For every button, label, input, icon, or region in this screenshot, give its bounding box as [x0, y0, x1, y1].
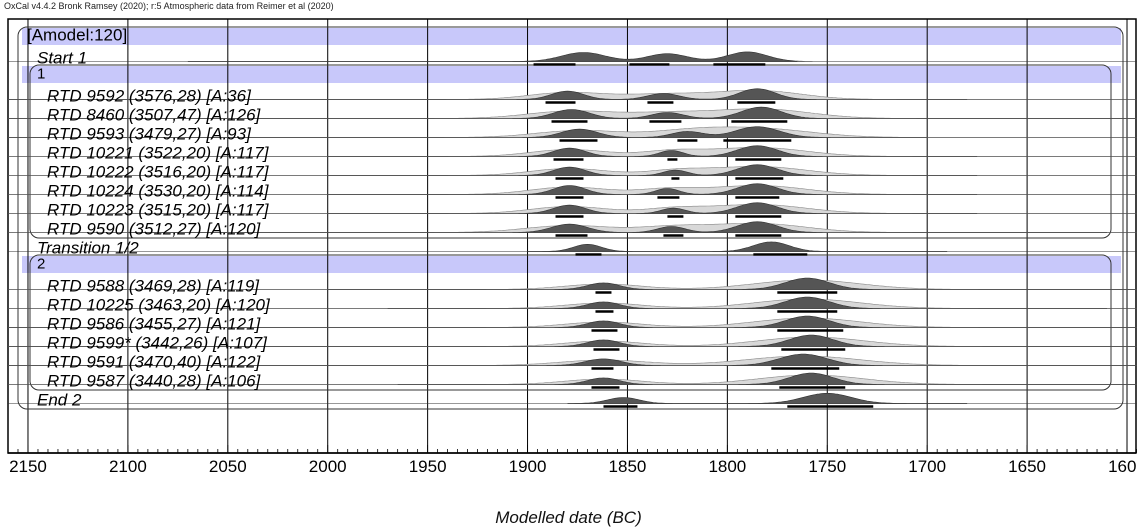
tick-label: 1600 — [1108, 457, 1137, 476]
posterior — [8, 164, 1137, 176]
posterior — [8, 296, 1137, 309]
posterior — [8, 315, 1137, 328]
tick-label: 1700 — [908, 457, 946, 476]
posterior — [8, 145, 1137, 157]
tick-label: 2050 — [209, 457, 247, 476]
tick-label: 2000 — [309, 457, 347, 476]
row-label: 2 — [37, 256, 45, 273]
row-label: 1 — [37, 66, 45, 83]
tick-label: 2150 — [9, 457, 47, 476]
posterior — [8, 51, 1137, 62]
row-label: End 2 — [37, 391, 82, 410]
posterior — [8, 277, 1137, 290]
row-label: RTD 10224 (3530,20) [A:114] — [47, 182, 270, 201]
posterior — [8, 334, 1137, 347]
x-axis: 2150 2100 2050 2000 1950 1900 1850 1800 1750 1700… — [7, 445, 1137, 476]
posterior — [8, 241, 1137, 252]
row-label: [Amodel:120] — [27, 26, 127, 45]
tick-label: 2100 — [109, 457, 147, 476]
posterior — [8, 88, 1137, 100]
model-box — [17, 26, 1124, 410]
tick-label: 1950 — [409, 457, 447, 476]
posterior — [8, 372, 1137, 385]
header-band — [22, 66, 1121, 83]
row-label: RTD 9592 (3576,28) [A:36] — [47, 87, 252, 106]
row-label: Transition 1/2 — [37, 239, 139, 258]
distributions — [8, 51, 1137, 408]
row-label: RTD 10221 (3522,20) [A:117] — [47, 144, 270, 163]
row-label: RTD 10222 (3516,20) [A:117] — [47, 163, 270, 182]
header-band — [22, 256, 1121, 273]
tick-label: 1900 — [509, 457, 547, 476]
credit-line: OxCal v4.4.2 Bronk Ramsey (2020); r:5 At… — [4, 1, 334, 11]
posterior — [8, 221, 1137, 233]
posterior — [8, 126, 1137, 138]
group-boxes — [7, 18, 1137, 454]
row-label: RTD 9587 (3440,28) [A:106] — [47, 372, 262, 391]
posterior — [8, 353, 1137, 366]
tick-label: 1850 — [609, 457, 647, 476]
header-band — [22, 28, 1121, 45]
posterior — [8, 202, 1137, 214]
row-label: RTD 10223 (3515,20) [A:117] — [47, 201, 270, 220]
row-label: Start 1 — [37, 49, 87, 68]
row-label: RTD 8460 (3507,47) [A:126] — [47, 106, 262, 125]
row-label: RTD 9590 (3512,27) [A:120] — [47, 220, 262, 239]
row-label: RTD 9599* (3442,26) [A:107] — [47, 334, 268, 353]
posterior — [8, 393, 1137, 404]
tick-label: 1650 — [1008, 457, 1046, 476]
row-label: RTD 10225 (3463,20) [A:120] — [47, 296, 271, 315]
row-label: RTD 9586 (3455,27) [A:121] — [47, 315, 262, 334]
x-axis-label: Modelled date (BC) — [495, 508, 642, 527]
row-label: RTD 9591 (3470,40) [A:122] — [47, 353, 262, 372]
posterior — [8, 106, 1137, 119]
header-bands — [22, 28, 1121, 273]
posterior — [8, 183, 1137, 195]
row-label: RTD 9593 (3479,27) [A:93] — [47, 125, 252, 144]
row-label: RTD 9588 (3469,28) [A:119] — [47, 277, 260, 296]
tick-label: 1800 — [708, 457, 746, 476]
phase-box — [29, 254, 1112, 391]
tick-label: 1750 — [808, 457, 846, 476]
